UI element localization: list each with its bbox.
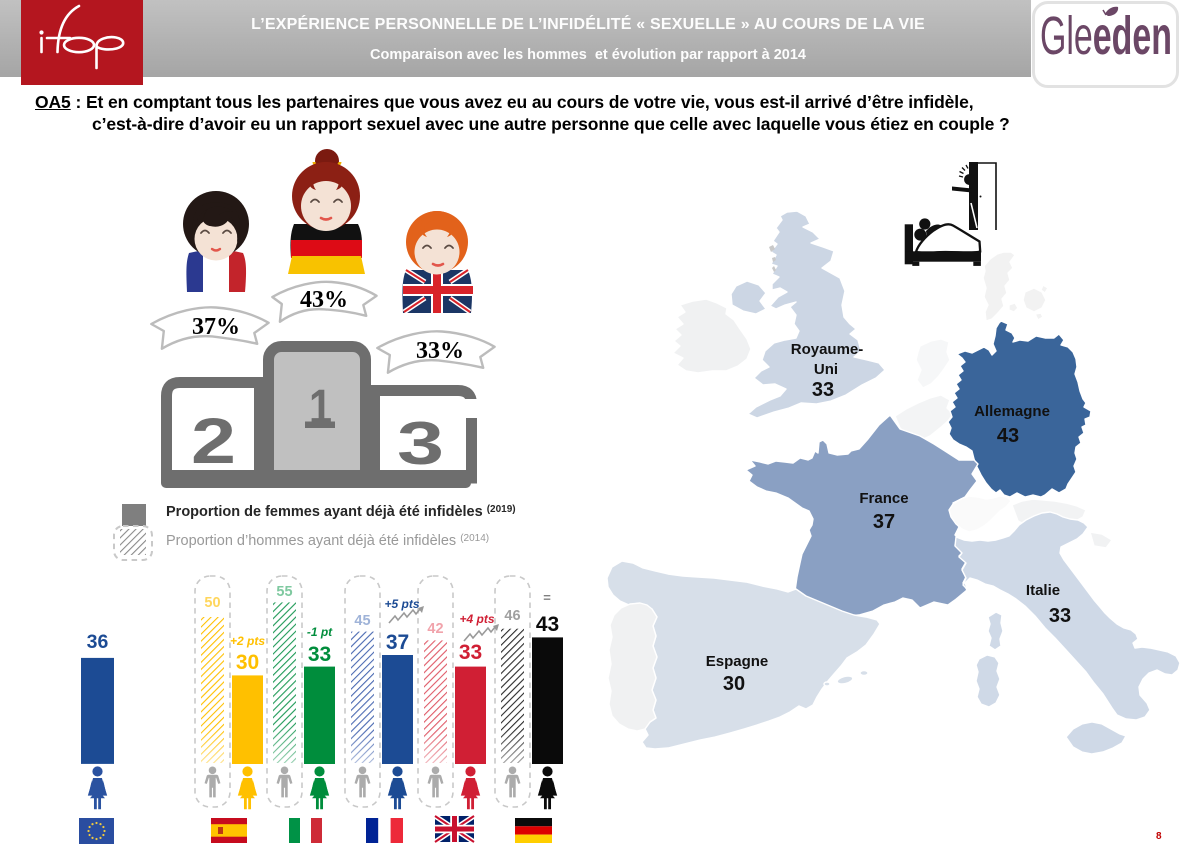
svg-text:+2 pts: +2 pts: [230, 634, 265, 648]
svg-text:42: 42: [427, 621, 443, 637]
svg-text:43: 43: [997, 425, 1019, 447]
svg-text:+4 pts: +4 pts: [459, 612, 494, 626]
svg-text:3: 3: [397, 410, 444, 477]
svg-text:-1 pt: -1 pt: [307, 625, 333, 639]
svg-text:50: 50: [204, 595, 220, 611]
svg-text:37%: 37%: [192, 314, 240, 340]
svg-text:2: 2: [191, 405, 236, 477]
svg-text:France: France: [859, 490, 908, 507]
svg-text:Royaume-: Royaume-: [791, 341, 864, 358]
svg-text:Italie: Italie: [1026, 582, 1060, 599]
svg-text:Allemagne: Allemagne: [974, 403, 1050, 420]
svg-text:37: 37: [873, 511, 895, 533]
svg-text:33: 33: [812, 379, 834, 401]
svg-text:=: =: [543, 590, 551, 605]
svg-text:33: 33: [459, 641, 482, 664]
svg-text:33%: 33%: [416, 338, 464, 364]
svg-text:Uni: Uni: [814, 361, 838, 378]
svg-text:30: 30: [723, 673, 745, 695]
svg-text:45: 45: [354, 613, 370, 629]
svg-text:36: 36: [87, 631, 109, 653]
svg-text:33: 33: [1049, 605, 1071, 627]
svg-text:33: 33: [308, 643, 331, 666]
svg-text:55: 55: [276, 584, 292, 600]
svg-text:30: 30: [236, 651, 259, 674]
svg-text:43: 43: [536, 613, 559, 636]
svg-text:Gleeden: Gleeden: [1040, 6, 1172, 66]
svg-text:43%: 43%: [300, 287, 348, 313]
svg-text:37: 37: [386, 631, 409, 654]
svg-text:+5 pts: +5 pts: [384, 597, 419, 611]
svg-text:Espagne: Espagne: [706, 653, 769, 670]
svg-text:1: 1: [309, 381, 332, 434]
svg-text:46: 46: [504, 608, 520, 624]
